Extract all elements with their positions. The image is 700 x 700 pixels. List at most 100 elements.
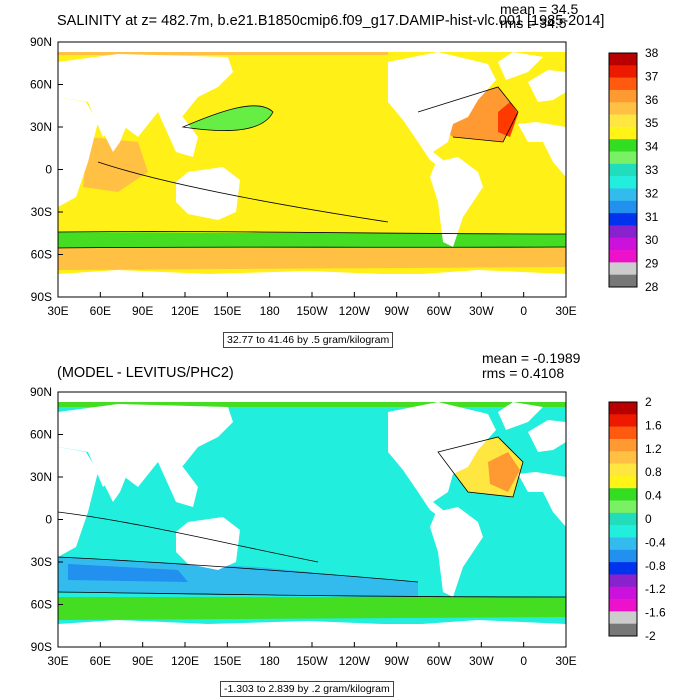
x-tick-label: 30W <box>469 304 494 318</box>
colorbar-swatch <box>609 188 637 202</box>
colorbar-label: -2 <box>645 629 656 643</box>
colorbar-swatch <box>609 213 637 226</box>
x-tick-label: 120E <box>171 654 199 668</box>
panel2-southern-strong-negative <box>68 564 188 582</box>
colorbar-swatch <box>609 53 637 66</box>
colorbar-swatch <box>609 200 637 214</box>
panel1-map <box>57 41 567 298</box>
colorbar-swatch <box>609 438 637 452</box>
x-tick-label: 30E <box>47 654 68 668</box>
colorbar-swatch <box>609 102 637 115</box>
panel2-southern-positive <box>58 597 566 620</box>
panel2-mean: mean = -0.1989 <box>482 350 581 366</box>
colorbar-frame <box>608 401 638 637</box>
colorbar-swatch <box>609 451 637 464</box>
colorbar-label: 0.4 <box>645 489 662 503</box>
y-tick-label: 90S <box>31 290 52 304</box>
panel1-range-label: 32.77 to 41.46 by .5 gram/kilogram <box>223 332 394 348</box>
axes-layer: 30E 60E 90E 120E 150E 180 150W 120W 90W 60W 30W 0 30… <box>30 35 577 668</box>
colorbar-swatch <box>609 114 637 128</box>
colorbar-label: -0.8 <box>645 559 666 573</box>
x-tick-label: 120E <box>171 304 199 318</box>
colorbar-frame <box>608 52 638 288</box>
colorbar-label: 31 <box>645 210 659 224</box>
colorbar-swatch <box>609 500 637 514</box>
x-tick-label: 90E <box>132 654 153 668</box>
y-tick-label: 60N <box>30 428 52 442</box>
x-tick-label: 30E <box>555 654 576 668</box>
panel2-title: (MODEL - LEVITUS/PHC2) <box>57 365 234 381</box>
x-tick-label: 60E <box>90 654 111 668</box>
colorbar-swatch <box>609 414 637 427</box>
panel2-contours <box>57 436 567 598</box>
colorbar-swatch <box>609 262 637 275</box>
y-tick-label: 60S <box>31 248 52 262</box>
colorbar-label: -1.2 <box>645 582 666 596</box>
panel1-mean: mean = 34.5 <box>500 1 579 17</box>
y-tick-label: 90S <box>31 640 52 654</box>
colorbar-label: 1.2 <box>645 442 662 456</box>
x-tick-label: 150E <box>213 304 241 318</box>
colorbar-swatch <box>609 225 637 239</box>
colorbar-swatch <box>609 163 637 177</box>
panel1-npac-low-salinity <box>183 105 273 131</box>
panel1-southern-orange <box>58 247 566 270</box>
x-tick-label: 120W <box>339 304 371 318</box>
colorbar-label: -0.4 <box>645 535 666 549</box>
x-tick-label: 90E <box>132 304 153 318</box>
colorbar-swatch <box>609 488 637 501</box>
colorbar-swatch <box>609 250 637 263</box>
y-tick-label: 60N <box>30 78 52 92</box>
colorbar-label: 32 <box>645 186 659 200</box>
colorbar-label: 35 <box>645 116 659 130</box>
colorbar-label: 0.8 <box>645 465 662 479</box>
x-tick-label: 180 <box>260 304 280 318</box>
panel2-southern-negative <box>58 557 418 597</box>
colorbar-swatch <box>609 274 637 288</box>
x-tick-label: 90W <box>384 654 409 668</box>
y-tick-label: 90N <box>30 385 52 399</box>
x-tick-label: 180 <box>260 654 280 668</box>
panel1-contours <box>57 86 567 249</box>
colorbar-swatch <box>609 525 637 538</box>
colorbar-label: 1.6 <box>645 418 662 432</box>
colorbar-label: 29 <box>645 257 659 271</box>
colorbar-swatch <box>609 426 637 440</box>
panel2-natl-max <box>488 452 520 492</box>
panel1-southern-band <box>58 232 566 248</box>
colorbar-swatch <box>609 176 637 189</box>
x-tick-label: 150W <box>296 304 328 318</box>
colorbar-swatch <box>609 151 637 165</box>
colorbar-swatch <box>609 65 637 78</box>
x-tick-label: 30E <box>47 304 68 318</box>
colorbar-swatch <box>609 586 637 600</box>
y-tick-label: 90N <box>30 35 52 49</box>
colorbar-label: 37 <box>645 69 659 83</box>
colorbar-label: 36 <box>645 93 659 107</box>
x-tick-label: 0 <box>520 654 527 668</box>
colorbar-swatch <box>609 537 637 551</box>
panel1-rms: rms = 34.5 <box>500 15 567 31</box>
y-tick-label: 30S <box>31 555 52 569</box>
colorbar-swatch <box>609 623 637 637</box>
x-tick-label: 0 <box>520 304 527 318</box>
colorbar-label: 34 <box>645 140 659 154</box>
x-tick-label: 60W <box>427 304 452 318</box>
x-tick-label: 90W <box>384 304 409 318</box>
colorbar-layer: 38 37 36 35 34 33 32 31 30 29 28 2 1.6 1.2 0.8 0.4 0 -0.4… <box>608 46 666 643</box>
colorbar-label: 38 <box>645 46 659 60</box>
colorbar-swatch <box>609 611 637 624</box>
x-tick-label: 60E <box>90 304 111 318</box>
colorbar-label: 33 <box>645 163 659 177</box>
x-tick-label: 30E <box>555 304 576 318</box>
colorbar-swatch <box>609 463 637 477</box>
colorbar-swatch <box>609 402 637 415</box>
colorbar-swatch <box>609 237 637 251</box>
panel1-title: SALINITY at z= 482.7m, b.e21.B1850cmip6.… <box>57 13 605 29</box>
panel1-natl-max <box>498 102 518 137</box>
x-tick-label: 150E <box>213 654 241 668</box>
x-tick-label: 60W <box>427 654 452 668</box>
colorbar-label: 28 <box>645 280 659 294</box>
panel1-indian-high <box>83 137 148 192</box>
colorbar-swatch <box>609 512 637 526</box>
